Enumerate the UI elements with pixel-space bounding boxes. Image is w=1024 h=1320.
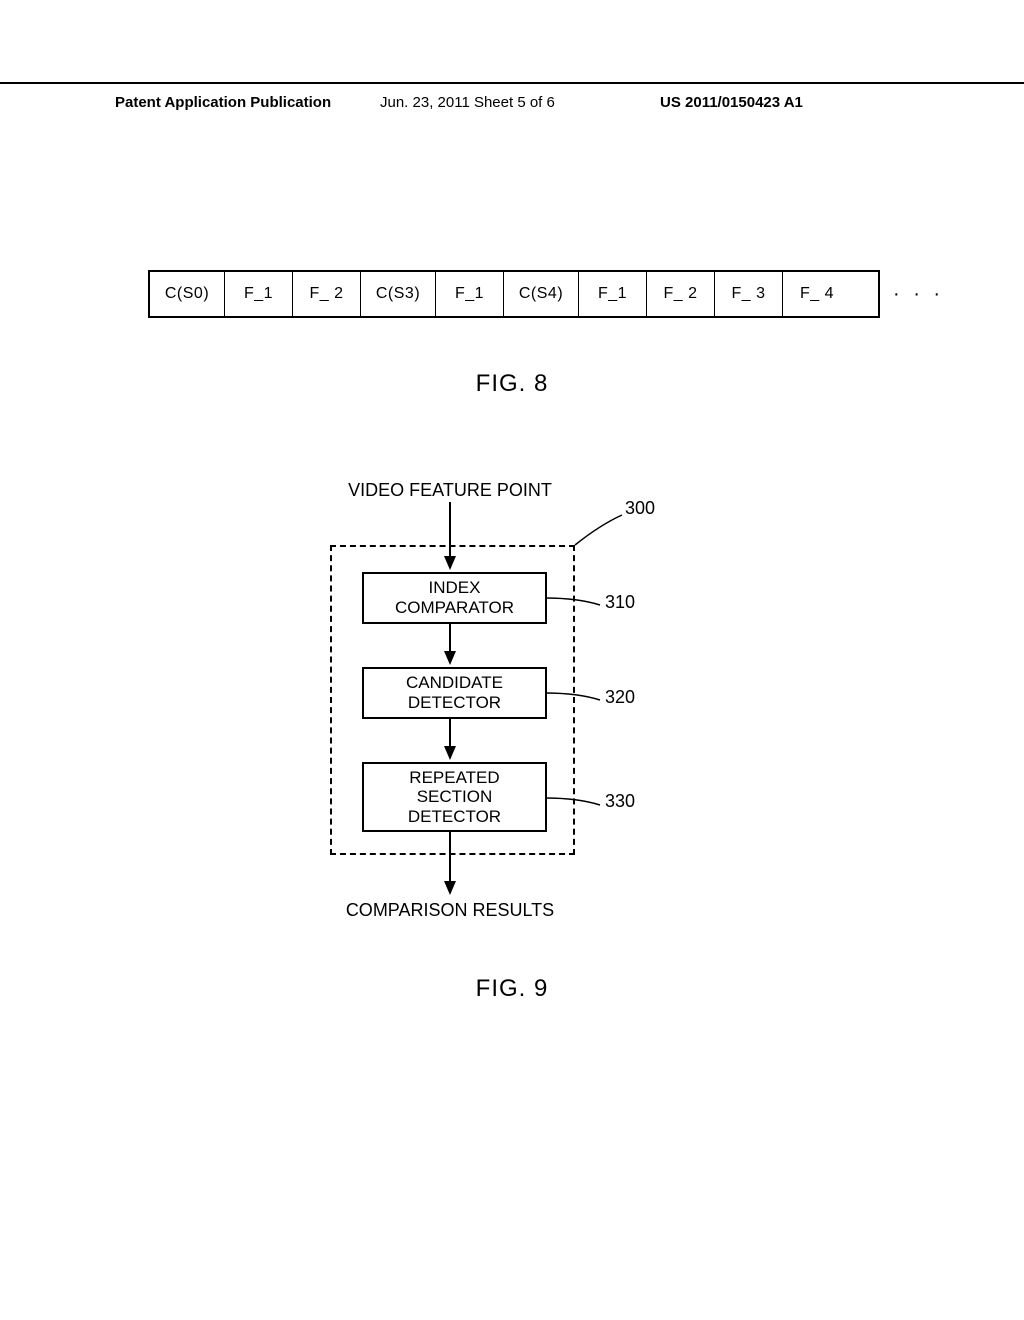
- fig8-cell: F_1: [225, 272, 293, 316]
- fig9-output-label: COMPARISON RESULTS: [280, 900, 620, 921]
- fig9-caption: FIG. 9: [0, 975, 1024, 1003]
- ref-number: 330: [605, 791, 635, 812]
- fig8-cell: F_1: [579, 272, 647, 316]
- header-right: US 2011/0150423 A1: [660, 94, 803, 111]
- fig8-cell: F_ 2: [647, 272, 715, 316]
- fig8-cell: C(S3): [361, 272, 436, 316]
- fig8-cell: F_ 4: [783, 272, 851, 316]
- fig8-cell: F_ 3: [715, 272, 783, 316]
- fig8-cell: C(S4): [504, 272, 579, 316]
- ref-300: 300: [625, 498, 655, 519]
- fig9-block: CANDIDATE DETECTOR: [362, 667, 547, 719]
- fig8-cell: C(S0): [150, 272, 225, 316]
- fig9-block-label: CANDIDATE DETECTOR: [406, 673, 503, 712]
- fig8-cell: F_ 2: [293, 272, 361, 316]
- fig8-sequence-table: C(S0)F_1F_ 2C(S3)F_1C(S4)F_1F_ 2F_ 3F_ 4: [148, 270, 880, 318]
- page-header: Patent Application Publication Jun. 23, …: [0, 82, 1024, 90]
- fig9-block: INDEX COMPARATOR: [362, 572, 547, 624]
- fig8-ellipsis: · · ·: [893, 283, 944, 306]
- fig9-block: REPEATED SECTION DETECTOR: [362, 762, 547, 832]
- fig9-dashed-container: INDEX COMPARATOR CANDIDATE DETECTOR REPEAT…: [330, 545, 575, 855]
- header-mid: Jun. 23, 2011 Sheet 5 of 6: [380, 94, 555, 111]
- ref-number: 320: [605, 687, 635, 708]
- fig9-block-label: REPEATED SECTION DETECTOR: [408, 768, 501, 827]
- header-left: Patent Application Publication: [115, 94, 331, 111]
- ref-number: 310: [605, 592, 635, 613]
- fig9-block-label: INDEX COMPARATOR: [395, 578, 514, 617]
- fig8-caption: FIG. 8: [0, 370, 1024, 398]
- fig8-cell: F_1: [436, 272, 504, 316]
